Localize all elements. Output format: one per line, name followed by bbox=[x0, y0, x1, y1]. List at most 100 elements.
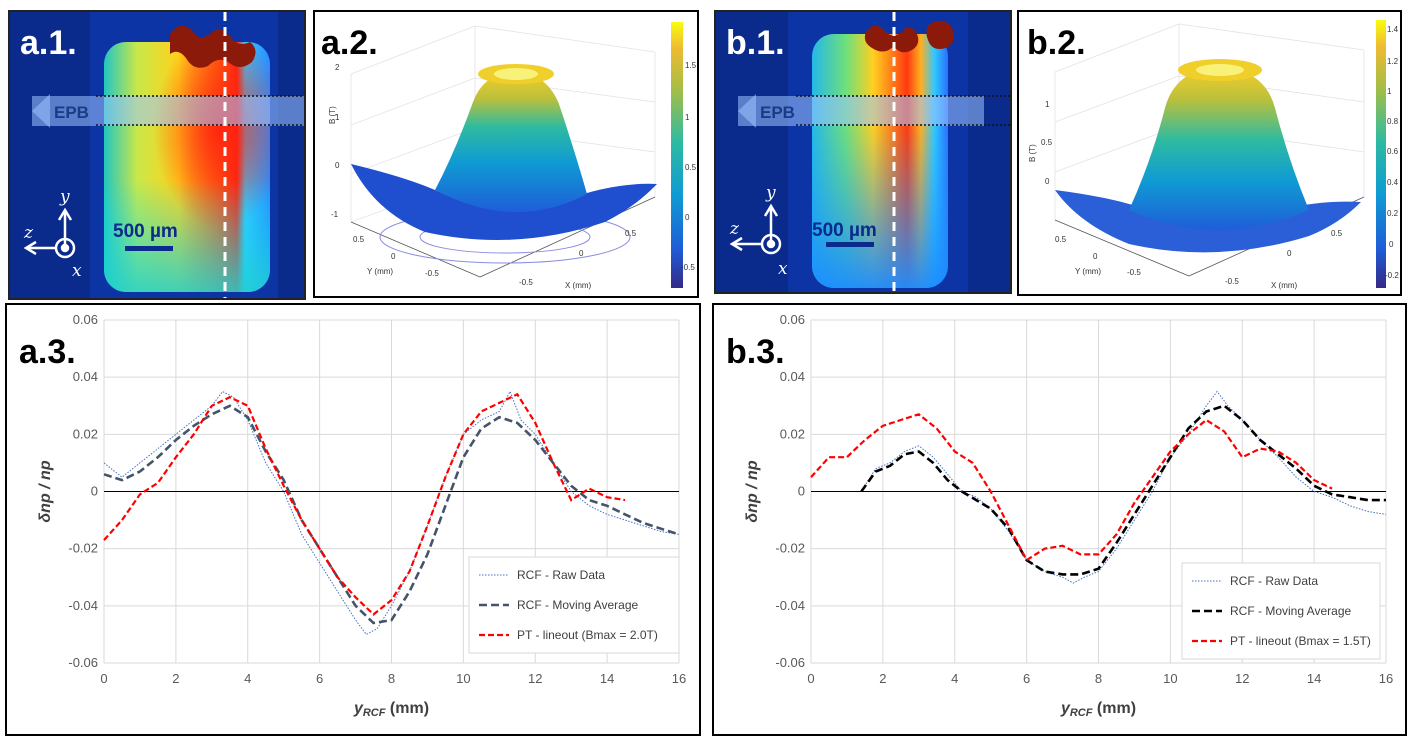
y-tick-label: 0.02 bbox=[73, 426, 98, 441]
ztick-b2-2: 0 bbox=[1045, 177, 1050, 186]
cbtick-b2-4: 0.6 bbox=[1387, 147, 1399, 156]
x-tick-label: 12 bbox=[1235, 671, 1249, 686]
ytick-b2-1: 0 bbox=[1093, 252, 1098, 261]
surface-plot-a2: B (T) 2 1 0 -1 0.5 0 -0.5 Y (mm) -0.5 0 … bbox=[328, 22, 697, 290]
cbtick-a2-2: 0.5 bbox=[685, 163, 697, 172]
pt-lineout-line bbox=[103, 392, 626, 616]
cbtick-b2-2: 1 bbox=[1387, 87, 1392, 96]
scale-bar-a1 bbox=[125, 246, 173, 251]
cbtick-b2-3: 0.8 bbox=[1387, 117, 1399, 126]
panel-a1: EPB 500 µm y z x a.1. bbox=[8, 10, 306, 300]
panel-b1: EPB 500 µm y z x b.1. bbox=[714, 10, 1012, 294]
cbtick-b2-7: 0 bbox=[1389, 240, 1394, 249]
axis-x-label-a1: x bbox=[72, 261, 82, 281]
ztick-b2-1: 0.5 bbox=[1041, 138, 1053, 147]
y-tick-label: 0 bbox=[798, 484, 805, 499]
cbtick-b2-0: 1.4 bbox=[1387, 25, 1399, 34]
cbtick-b2-5: 0.4 bbox=[1387, 178, 1399, 187]
x-tick-label: 0 bbox=[807, 671, 814, 686]
ylabel-a2: Y (mm) bbox=[367, 267, 393, 276]
x-tick-label: 10 bbox=[1163, 671, 1177, 686]
panel-a2: B (T) 2 1 0 -1 0.5 0 -0.5 Y (mm) -0.5 0 … bbox=[313, 10, 699, 298]
y-tick-label: -0.04 bbox=[775, 598, 805, 613]
ytick-a2-1: 0 bbox=[391, 252, 396, 261]
legend-label: RCF - Raw Data bbox=[1230, 574, 1318, 588]
cbtick-a2-0: 1.5 bbox=[685, 61, 697, 70]
colorbar-b2 bbox=[1376, 20, 1386, 288]
zlabel-a2: B (T) bbox=[328, 106, 337, 124]
x-tick-label: 16 bbox=[672, 671, 686, 686]
y-tick-label: -0.06 bbox=[68, 655, 98, 670]
ztick-a2-3: -1 bbox=[331, 210, 339, 219]
xtick-b2-2: 0.5 bbox=[1331, 229, 1343, 238]
moving-average-line bbox=[103, 404, 680, 625]
y-tick-label: -0.04 bbox=[68, 598, 98, 613]
axis-z-label-b1: z bbox=[729, 219, 740, 239]
legend-label: PT - lineout (Bmax = 2.0T) bbox=[517, 628, 658, 642]
axis-z-label-a1: z bbox=[23, 223, 34, 243]
line-chart-a3: 0 2 4 6 8 10 12 14 16 0.06 0.04 0.02 0 -0.02 -0.04 -0.0… bbox=[37, 312, 686, 719]
ytick-b2-0: 0.5 bbox=[1055, 235, 1067, 244]
axis-y-label-b1: y bbox=[765, 183, 776, 203]
ztick-b2-0: 1 bbox=[1045, 100, 1050, 109]
axes-icon-a1 bbox=[23, 207, 76, 259]
xlabel-b2: X (mm) bbox=[1271, 281, 1298, 290]
y-tick-label: 0.06 bbox=[73, 312, 98, 327]
panel-label-b3: b.3. bbox=[726, 333, 785, 371]
epb-label-a1: EPB bbox=[54, 103, 89, 122]
x-axis-label: yRCF (mm) bbox=[353, 700, 429, 719]
xlabel-a2: X (mm) bbox=[565, 281, 592, 290]
xtick-b2-0: -0.5 bbox=[1225, 277, 1239, 286]
panel-label-a2: a.2. bbox=[321, 24, 378, 62]
panel-label-b2: b.2. bbox=[1027, 24, 1086, 62]
ytick-a2-0: 0.5 bbox=[353, 235, 365, 244]
y-tick-label: 0.06 bbox=[780, 312, 805, 327]
axis-x-label-b1: x bbox=[778, 259, 788, 279]
axis-y-label-a1: y bbox=[59, 187, 70, 207]
x-tick-label: 6 bbox=[316, 671, 323, 686]
y-tick-label: -0.06 bbox=[775, 655, 805, 670]
y-tick-label: 0.04 bbox=[73, 369, 98, 384]
legend: RCF - Raw Data RCF - Moving Average PT - l… bbox=[1181, 562, 1381, 660]
xtick-a2-0: -0.5 bbox=[519, 278, 533, 287]
y-tick-label: 0 bbox=[91, 484, 98, 499]
legend-label: RCF - Moving Average bbox=[517, 598, 638, 612]
ztick-a2-1: 1 bbox=[335, 113, 340, 122]
raw-data-line bbox=[860, 390, 1387, 584]
ytick-b2-2: -0.5 bbox=[1127, 268, 1141, 277]
gridlines bbox=[103, 319, 680, 664]
x-tick-label: 0 bbox=[100, 671, 107, 686]
colorbar-a2 bbox=[671, 22, 683, 288]
ylabel-b2: Y (mm) bbox=[1075, 267, 1101, 276]
x-tick-label: 12 bbox=[528, 671, 542, 686]
legend-label: PT - lineout (Bmax = 1.5T) bbox=[1230, 634, 1371, 648]
x-tick-label: 4 bbox=[951, 671, 958, 686]
x-tick-label: 6 bbox=[1023, 671, 1030, 686]
ztick-a2-2: 0 bbox=[335, 161, 340, 170]
x-tick-label: 4 bbox=[244, 671, 251, 686]
panel-label-b1: b.1. bbox=[726, 24, 785, 62]
legend: RCF - Raw Data RCF - Moving Average PT - l… bbox=[468, 556, 680, 654]
scale-label-b1: 500 µm bbox=[812, 220, 877, 241]
panel-label-a1: a.1. bbox=[20, 24, 77, 62]
raw-data-line bbox=[103, 390, 680, 636]
xtick-a2-2: 0.5 bbox=[625, 229, 637, 238]
panel-b3: 0 2 4 6 8 10 12 14 16 0.06 0.04 0.02 0 -0.02 -0.04 -0.0… bbox=[712, 303, 1407, 736]
cbtick-a2-3: 0 bbox=[685, 213, 690, 222]
epb-label-b1: EPB bbox=[760, 103, 795, 122]
cbtick-b2-8: -0.2 bbox=[1385, 271, 1399, 280]
cbtick-a2-1: 1 bbox=[685, 113, 690, 122]
cbtick-b2-6: 0.2 bbox=[1387, 209, 1399, 218]
rcf-image-b1: EPB 500 µm y z x bbox=[729, 12, 1010, 292]
legend-label: RCF - Raw Data bbox=[517, 568, 605, 582]
surface-plot-b2: B (T) 1 0.5 0 0.5 0 -0.5 Y (mm) -0.5 0 0… bbox=[1028, 20, 1399, 290]
panel-label-a3: a.3. bbox=[19, 333, 76, 371]
x-tick-label: 14 bbox=[600, 671, 614, 686]
panel-a3: 0 2 4 6 8 10 12 14 16 0.06 0.04 0.02 0 -0.02 -0.04 -0.0… bbox=[5, 303, 701, 736]
ztick-a2-0: 2 bbox=[335, 63, 340, 72]
pt-lineout-line bbox=[810, 413, 1333, 562]
x-tick-label: 16 bbox=[1379, 671, 1393, 686]
y-tick-label: 0.04 bbox=[780, 369, 805, 384]
xtick-b2-1: 0 bbox=[1287, 249, 1292, 258]
panel-b2: B (T) 1 0.5 0 0.5 0 -0.5 Y (mm) -0.5 0 0… bbox=[1017, 10, 1402, 296]
